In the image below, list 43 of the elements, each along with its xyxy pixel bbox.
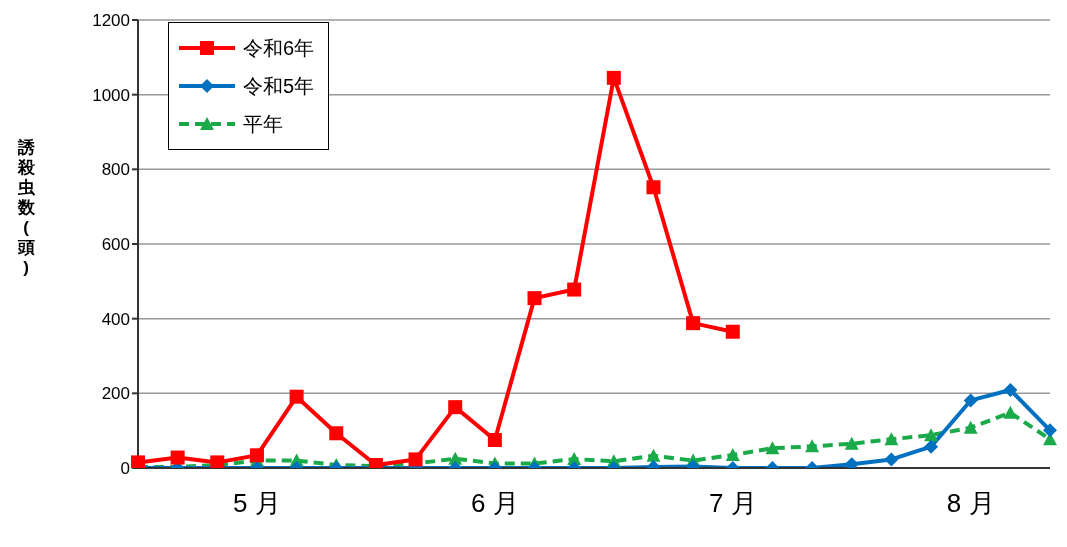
y-tick-label: 800 (101, 160, 130, 180)
y-tick-label: 600 (101, 235, 130, 255)
y-tick-label: 200 (101, 384, 130, 404)
point (646, 180, 661, 195)
x-tick-label: 7 月 (708, 488, 757, 519)
point (527, 291, 542, 306)
point (805, 439, 820, 453)
point (289, 389, 304, 404)
y-tick-label: 0 (120, 459, 130, 479)
point (765, 441, 780, 455)
point (963, 393, 978, 408)
x-tick-label: 8 月 (946, 488, 995, 519)
y-axis-title: 誘殺虫数(頭) (16, 138, 36, 278)
point (725, 324, 740, 339)
legend-label: 令和6年 (243, 35, 315, 61)
point (448, 400, 463, 415)
point (844, 436, 859, 450)
point (963, 420, 978, 434)
legend-label: 平年 (243, 111, 283, 137)
point (646, 448, 661, 462)
point (487, 433, 502, 447)
point (884, 432, 899, 446)
point (249, 448, 264, 463)
point (329, 426, 344, 441)
y-tick-label: 400 (101, 309, 130, 329)
point (1003, 382, 1018, 397)
point (924, 428, 939, 442)
point (686, 316, 701, 331)
x-tick-label: 5 月 (233, 488, 281, 519)
point (1003, 405, 1018, 419)
point (1043, 423, 1057, 438)
point (408, 452, 423, 467)
point (725, 447, 740, 461)
y-tick-label: 1000 (92, 85, 130, 105)
y-tick-label: 1200 (92, 11, 130, 31)
point (606, 70, 621, 85)
x-tick-label: 6 月 (471, 488, 519, 519)
point (884, 452, 899, 467)
point (131, 455, 145, 468)
legend-label: 令和5年 (243, 73, 315, 99)
point (567, 282, 582, 297)
point (170, 450, 185, 465)
point (924, 439, 939, 454)
